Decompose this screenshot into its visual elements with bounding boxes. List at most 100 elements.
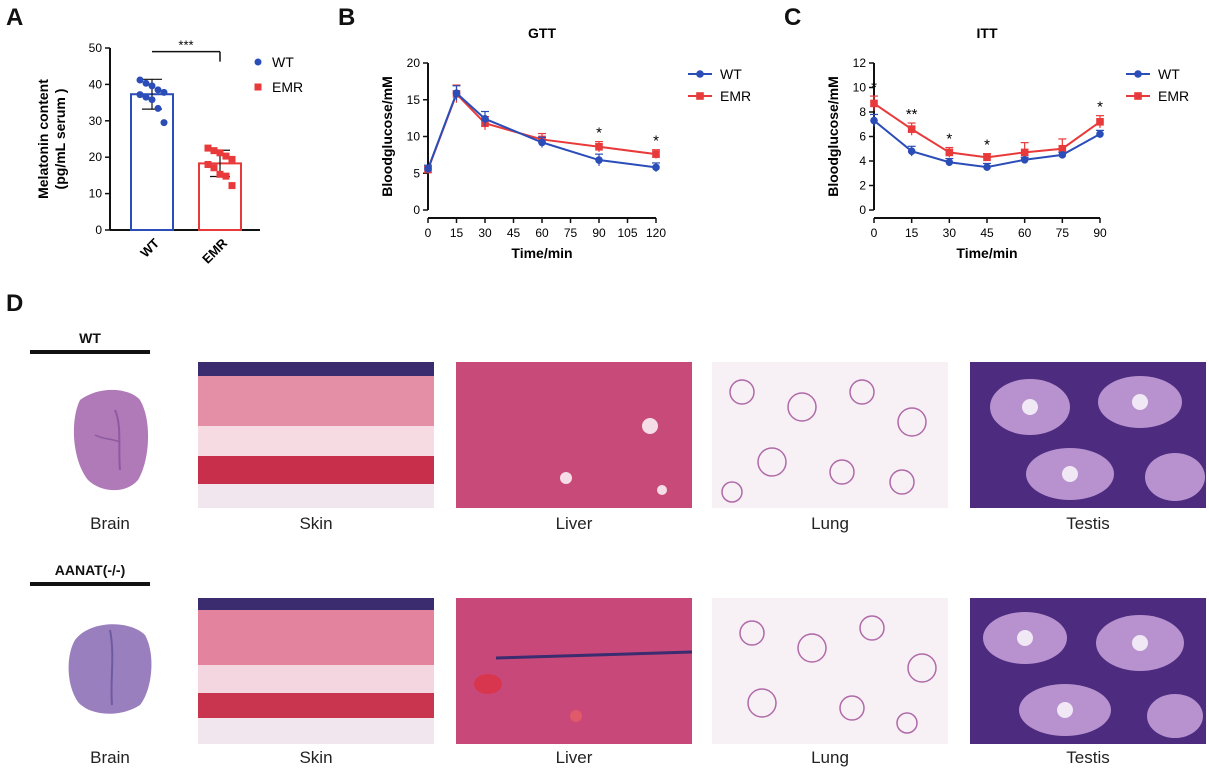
testis-aanat-image [970,598,1206,744]
x-tick-label: 15 [905,226,919,240]
x-tick-label: 60 [535,226,549,240]
data-point [1096,130,1104,138]
legend-label-wt: WT [720,66,742,82]
chart-title: GTT [528,25,556,41]
panel-label-c: C [784,4,802,31]
y-axis-label: Bloodglucose/mM [379,76,395,197]
data-point [870,99,878,108]
caption-brain-aanat: Brain [90,748,130,767]
data-point [1058,151,1067,159]
y-tick-label: 2 [859,179,866,193]
significance-label: * [1097,99,1103,116]
caption-lung-wt: Lung [811,514,849,533]
data-point [907,125,916,133]
data-point [210,147,218,155]
legend-label-wt: WT [272,54,294,70]
lung-aanat-image [712,598,948,744]
y-tick-label: 4 [859,154,866,168]
legend-label-wt: WT [1158,66,1180,82]
x-tick-label: 90 [1093,226,1107,240]
y-tick-label: 15 [407,93,421,107]
data-point [1096,118,1104,126]
caption-testis-wt: Testis [1066,514,1110,533]
data-point [136,76,144,84]
x-tick-label: 30 [478,226,492,240]
x-tick-label: 60 [1018,226,1032,240]
data-point [160,119,168,127]
x-tick-label: WT [137,235,162,260]
significance-label: ** [906,106,918,123]
lung-wt-image [712,362,948,508]
significance-label: *** [178,38,193,53]
legend-label-emr: EMR [720,88,751,104]
data-point [1020,155,1029,164]
y-tick-label: 0 [95,223,102,237]
chart-title: ITT [977,25,998,41]
data-point [228,182,236,190]
data-point [222,152,230,160]
legend-marker-emr [1134,92,1142,100]
y-tick-label: 5 [413,166,420,180]
significance-label: * [871,79,877,96]
data-point [228,155,236,163]
data-point [870,116,878,125]
legend-marker-emr [254,83,262,91]
y-tick-label: 6 [859,130,866,144]
data-point [595,142,603,151]
legend-marker-wt [696,70,704,78]
row-label-aanat: AANAT(-/-) [54,562,126,578]
x-axis-label: Time/min [956,245,1017,261]
data-point [452,89,461,97]
data-point [210,164,218,172]
brain-wt-image [73,389,149,491]
x-axis-label: Time/min [511,245,572,261]
y-tick-label: 10 [407,130,421,144]
y-tick-label: 50 [89,41,103,55]
y-tick-label: 10 [89,187,103,201]
caption-brain-wt: Brain [90,514,130,533]
y-tick-label: 0 [859,203,866,217]
data-point [424,165,432,173]
legend-marker-emr [696,92,704,100]
data-point [595,156,603,164]
liver-wt-image [456,362,692,508]
data-point [142,79,150,87]
significance-label: * [596,125,602,142]
data-point [481,115,489,123]
x-tick-label: 45 [980,226,994,240]
row-label-wt: WT [79,330,101,346]
x-tick-label: 105 [617,226,637,240]
data-point [204,160,212,168]
legend-marker-wt [254,58,262,66]
bar [130,93,174,231]
y-axis-label: Melatonin content [35,79,51,199]
panel-label-d: D [6,290,24,317]
data-point [216,149,224,157]
caption-liver-aanat: Liver [555,748,593,767]
data-point [652,150,660,158]
y-axis-label: (pg/mL serum ) [52,89,68,190]
data-point [983,163,991,171]
testis-wt-image [970,362,1206,508]
x-tick-label: 0 [871,226,878,240]
data-point [160,88,168,96]
x-tick-label: 120 [646,226,666,240]
data-point [204,144,212,152]
series-line-wt [427,91,657,170]
panel-label-a: A [6,4,24,31]
data-point [154,104,162,112]
skin-wt-image [198,362,434,508]
data-point [907,147,916,155]
significance-label: * [653,133,659,150]
caption-skin-wt: Skin [299,514,333,533]
data-point [945,158,954,167]
legend-label-emr: EMR [272,79,303,95]
data-point [148,96,156,104]
data-point [222,172,230,180]
itt-line-chart: ITT 0 2 4 6 8 10 12 0 15 30 45 60 75 90 Time/min Bloodgl… [825,25,1189,261]
x-tick-label: 90 [592,226,606,240]
data-point [652,163,660,172]
series-line-emr [427,92,657,170]
legend-label-emr: EMR [1158,88,1189,104]
row-underline-aanat [30,582,150,586]
